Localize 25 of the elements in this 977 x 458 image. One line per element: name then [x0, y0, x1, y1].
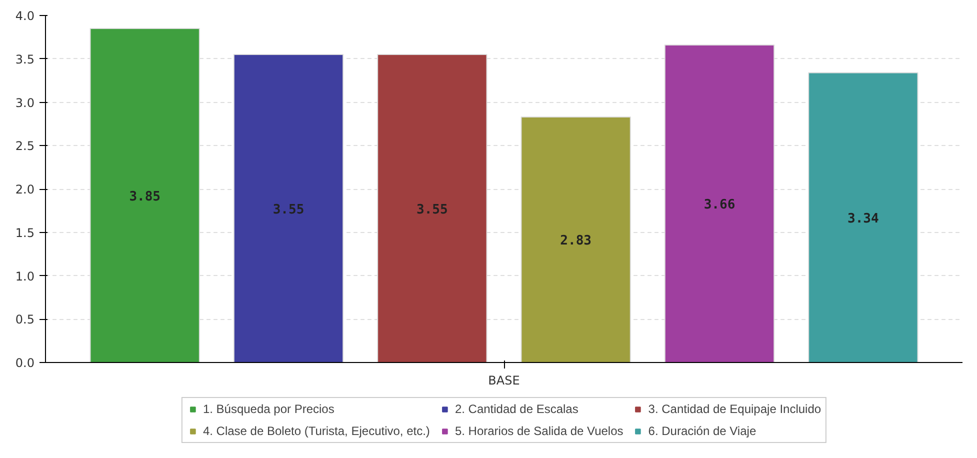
legend-label: 5. Horarios de Salida de Vuelos	[454, 424, 624, 438]
data-label: 2.83	[560, 234, 592, 249]
legend-label: 3. Cantidad de Equipaje Incluido	[648, 402, 822, 416]
bar	[233, 54, 344, 362]
legend-label: 4. Clase de Boleto (Turista, Ejecutivo, etc.)	[202, 424, 430, 438]
x-tick-label: BASE	[488, 374, 520, 388]
y-tick-label: 1.5	[15, 226, 35, 240]
data-label: 3.66	[704, 198, 736, 213]
y-tick-label: 2.0	[15, 182, 35, 196]
y-tick-label: 2.5	[15, 139, 35, 154]
y-tick-label: 1.0	[15, 269, 35, 284]
legend-label: 1. Búsqueda por Precios	[202, 402, 334, 416]
data-label: 3.85	[129, 190, 160, 205]
y-tick-label: 0.5	[15, 312, 35, 327]
y-tick-label: 3.5	[15, 52, 35, 66]
bar	[808, 72, 918, 362]
data-label: 3.34	[848, 212, 879, 227]
data-label: 3.55	[416, 202, 448, 218]
y-tick-label: 3.0	[15, 96, 35, 110]
legend-label: 6. Duración de Viaje	[648, 424, 756, 438]
legend-label: 2. Cantidad de Escalas	[454, 402, 578, 416]
y-tick-label: 4.0	[15, 9, 35, 23]
bar	[520, 116, 631, 362]
data-label: 3.55	[272, 202, 304, 218]
y-tick-label: 0.0	[15, 356, 35, 370]
